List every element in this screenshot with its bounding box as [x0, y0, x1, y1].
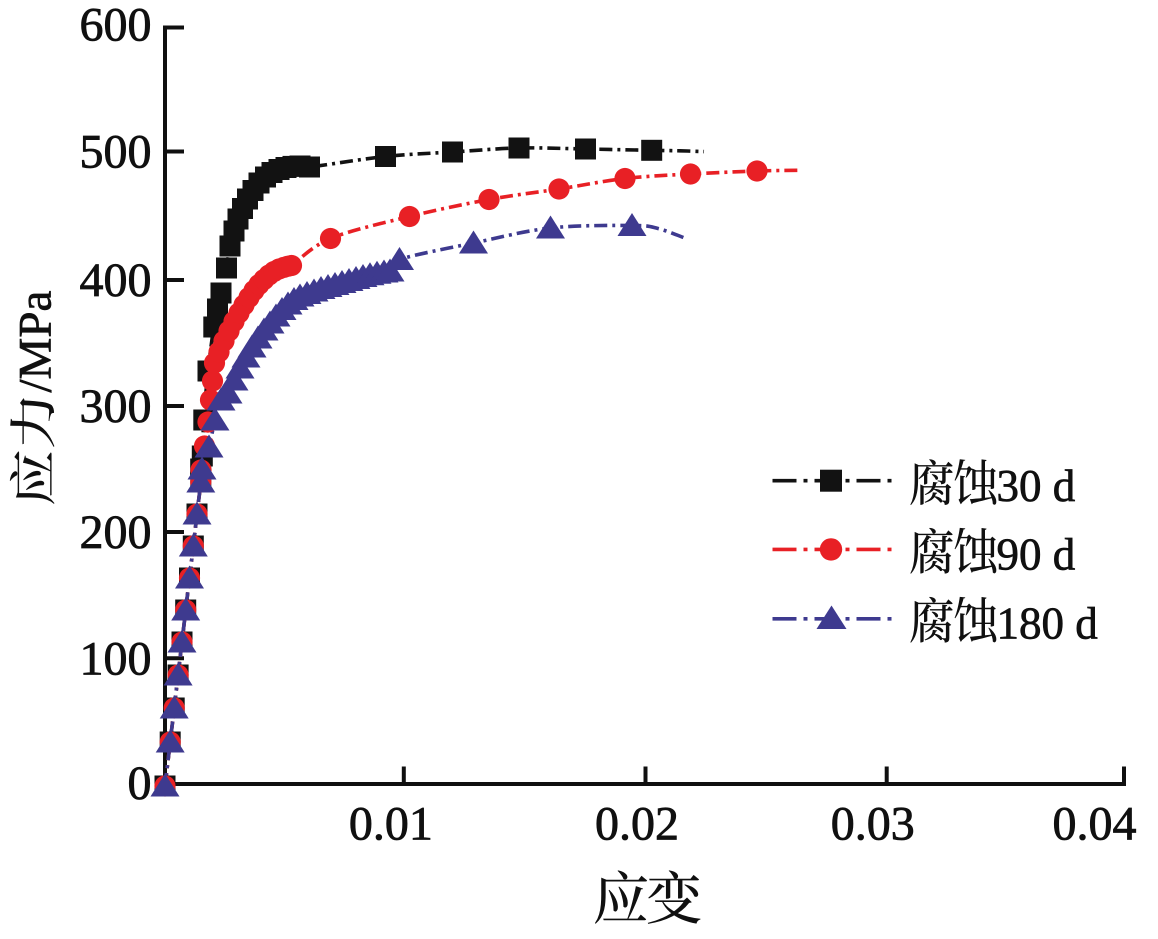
svg-text:200: 200 [80, 506, 152, 559]
svg-text:30 d: 30 d [997, 461, 1076, 511]
svg-text:0.01: 0.01 [349, 798, 433, 851]
svg-text:400: 400 [80, 254, 152, 307]
svg-text:0: 0 [128, 757, 152, 810]
svg-text:600: 600 [80, 0, 152, 52]
svg-text:0.03: 0.03 [831, 798, 915, 851]
svg-text:300: 300 [80, 380, 152, 433]
svg-text:180 d: 180 d [997, 599, 1098, 649]
svg-text:500: 500 [80, 126, 152, 179]
svg-text:0.02: 0.02 [595, 798, 679, 851]
svg-text:90 d: 90 d [997, 530, 1076, 580]
svg-text:0.04: 0.04 [1053, 798, 1137, 851]
svg-text:/MPa: /MPa [10, 291, 62, 393]
svg-text:100: 100 [80, 632, 152, 685]
